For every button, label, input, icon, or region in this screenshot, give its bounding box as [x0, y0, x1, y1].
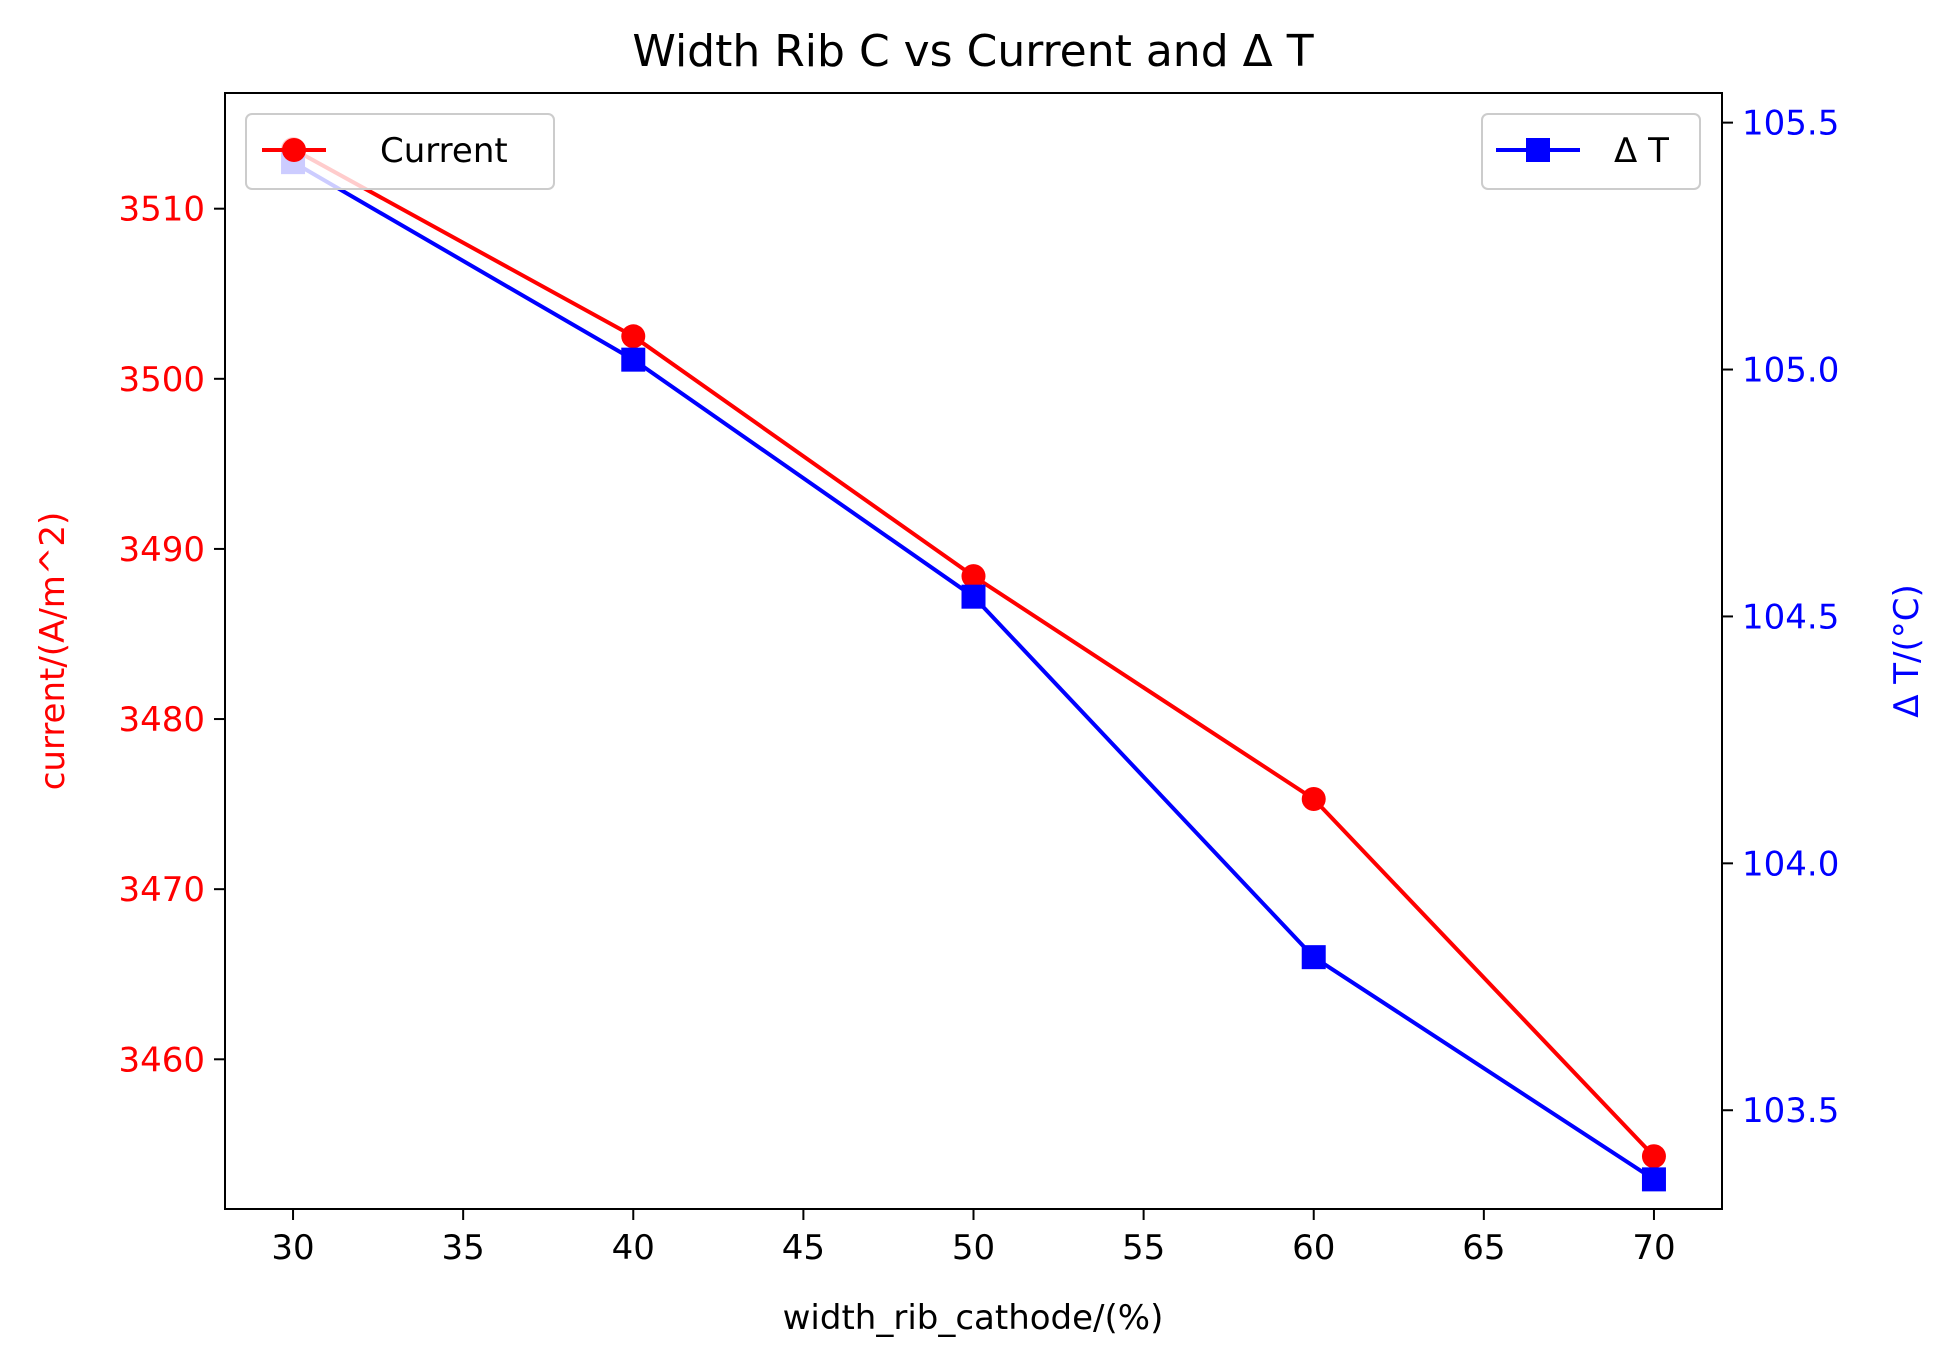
legend-current-label: Current — [380, 131, 508, 171]
right-y-tick-label-104.0: 104.0 — [1742, 844, 1839, 884]
x-tick-label-65: 65 — [1462, 1228, 1505, 1268]
right-y-axis-label: Δ T/(°C) — [1887, 584, 1927, 718]
right-y-tick-label-103.5: 103.5 — [1742, 1091, 1839, 1131]
right-y-tick-label-104.5: 104.5 — [1742, 597, 1839, 637]
left-y-tick-label-3510: 3510 — [118, 190, 205, 230]
x-tick-label-40: 40 — [612, 1228, 655, 1268]
x-axis-ticks: 30 35 40 45 50 55 60 65 70 — [271, 1209, 1676, 1268]
x-tick-label-70: 70 — [1632, 1228, 1675, 1268]
point-current-50 — [961, 564, 986, 589]
point-current-60 — [1301, 787, 1326, 812]
chart-title: Width Rib C vs Current and Δ T — [632, 26, 1313, 77]
x-tick-label-50: 50 — [952, 1228, 995, 1268]
x-tick-label-35: 35 — [442, 1228, 485, 1268]
plot-frame — [224, 92, 1723, 1210]
x-tick-label-45: 45 — [782, 1228, 825, 1268]
point-current-40 — [621, 324, 646, 349]
left-y-tick-label-3500: 3500 — [118, 360, 205, 400]
legend-delta-t-box — [1481, 113, 1701, 190]
legend-delta-t-label: Δ T — [1614, 131, 1669, 171]
left-y-tick-label-3460: 3460 — [118, 1040, 205, 1080]
point-delta-t-40 — [621, 347, 646, 372]
left-y-tick-label-3490: 3490 — [118, 530, 205, 570]
left-y-tick-label-3470: 3470 — [118, 870, 205, 910]
x-tick-label-30: 30 — [271, 1228, 314, 1268]
right-y-axis-ticks: 103.5 104.0 104.5 105.0 105.5 — [1722, 104, 1839, 1131]
left-y-axis-label: current/(A/m^2) — [33, 512, 73, 791]
point-delta-t-50 — [961, 584, 986, 609]
x-tick-label-60: 60 — [1292, 1228, 1335, 1268]
legend-delta-t: Δ T — [1481, 113, 1701, 190]
right-y-tick-label-105.0: 105.0 — [1742, 351, 1839, 391]
legend-current-marker — [282, 138, 306, 162]
left-y-axis-ticks: 3460 3470 3480 3490 3500 3510 — [118, 190, 225, 1080]
legend-current-box — [245, 113, 555, 190]
x-axis-label: width_rib_cathode/(%) — [783, 1298, 1164, 1338]
right-y-tick-label-105.5: 105.5 — [1742, 104, 1839, 144]
point-delta-t-70 — [1641, 1167, 1666, 1192]
point-delta-t-60 — [1301, 945, 1326, 970]
point-current-70 — [1641, 1144, 1666, 1169]
legend-delta-t-marker — [1526, 138, 1550, 162]
legend-current: Current — [245, 113, 555, 190]
left-y-tick-label-3480: 3480 — [118, 700, 205, 740]
x-tick-label-55: 55 — [1122, 1228, 1165, 1268]
